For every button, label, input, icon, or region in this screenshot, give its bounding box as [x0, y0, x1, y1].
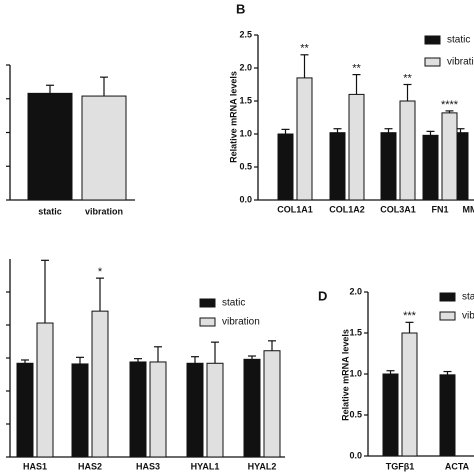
- legend-label: vibratio: [447, 57, 474, 68]
- legend-label: vibration: [222, 317, 260, 328]
- bar: [71, 363, 89, 458]
- bar: [206, 362, 224, 458]
- legend-label: static: [447, 35, 470, 46]
- x-tick-label: HYAL2: [248, 461, 277, 471]
- bar: [296, 77, 313, 201]
- bar: [380, 132, 397, 201]
- y-axis-label: Relative mRNA levels: [340, 329, 350, 421]
- y-tick-label: 1.0: [239, 128, 252, 138]
- y-tick-label: 2.5: [239, 29, 252, 39]
- bar: [439, 374, 456, 457]
- x-tick-label: TGFβ1: [386, 461, 415, 471]
- significance-label: **: [403, 72, 412, 84]
- y-tick-label: 1.5: [349, 327, 362, 337]
- x-tick-label: COL3A1: [380, 204, 416, 214]
- bar: [401, 332, 418, 457]
- significance-label: ****: [441, 99, 459, 111]
- x-tick-label: MM: [463, 204, 474, 214]
- bar: [186, 362, 204, 458]
- significance-label: **: [300, 43, 309, 55]
- x-tick-label: static: [38, 206, 62, 216]
- bar: [348, 93, 365, 201]
- significance-label: *: [98, 266, 103, 278]
- legend-swatch: [424, 35, 441, 45]
- x-tick-label: FN1: [431, 204, 448, 214]
- y-tick-label: 2.0: [349, 286, 362, 296]
- x-tick-label: ACTA: [445, 461, 470, 471]
- bar: [441, 112, 458, 201]
- bar: [81, 95, 127, 201]
- legend-label: vib: [462, 311, 474, 322]
- legend-label: static: [222, 298, 245, 309]
- y-tick-label: 1.0: [349, 368, 362, 378]
- legend-swatch: [424, 57, 441, 67]
- legend-label: stati: [462, 292, 474, 303]
- legend-swatch: [439, 292, 456, 302]
- panel-label: D: [318, 288, 327, 303]
- y-tick-label: 0.0: [239, 194, 252, 204]
- significance-label: **: [352, 63, 361, 75]
- bar: [263, 350, 281, 458]
- x-tick-label: vibration: [85, 206, 123, 216]
- x-tick-label: COL1A1: [277, 204, 313, 214]
- bar: [129, 361, 147, 458]
- x-tick-label: HAS3: [136, 461, 160, 471]
- bar: [36, 322, 54, 458]
- bar: [243, 358, 261, 458]
- y-axis-label: Relative mRNA levels: [228, 71, 238, 163]
- y-tick-label: 2.0: [239, 62, 252, 72]
- y-tick-label: 0.0: [349, 450, 362, 460]
- bar: [382, 373, 399, 457]
- bar: [91, 310, 109, 458]
- bar: [27, 92, 73, 201]
- legend-swatch: [439, 311, 456, 321]
- legend-swatch: [199, 317, 216, 327]
- x-tick-label: HAS2: [78, 461, 102, 471]
- y-tick-label: 0.5: [239, 161, 252, 171]
- bar: [149, 361, 167, 458]
- x-tick-label: COL1A2: [329, 204, 365, 214]
- bar: [399, 100, 416, 201]
- bar: [422, 134, 439, 201]
- x-tick-label: HAS1: [23, 461, 47, 471]
- y-tick-label: 1.5: [239, 95, 252, 105]
- bar: [16, 362, 34, 458]
- y-tick-label: 0.5: [349, 409, 362, 419]
- panel-label: B: [236, 1, 245, 16]
- significance-label: ***: [403, 310, 417, 322]
- bar: [277, 133, 294, 201]
- x-tick-label: HYAL1: [191, 461, 220, 471]
- bar: [329, 132, 346, 201]
- legend-swatch: [199, 298, 216, 308]
